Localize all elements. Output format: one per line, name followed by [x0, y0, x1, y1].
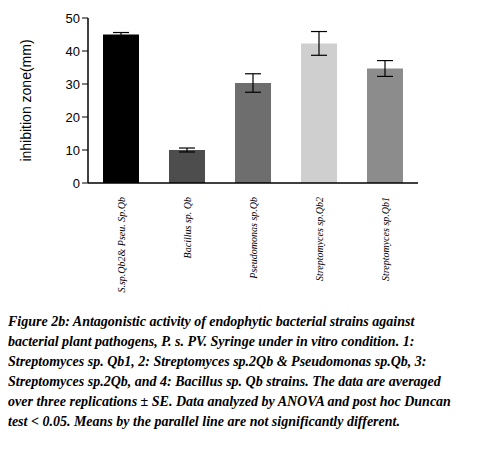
svg-text:Streptomyces sp.Qb2: Streptomyces sp.Qb2 — [314, 197, 325, 281]
svg-text:40: 40 — [66, 44, 80, 59]
svg-text:S.sp.Qb2& Pseu. Sp.Qb: S.sp.Qb2& Pseu. Sp.Qb — [116, 197, 127, 293]
svg-text:Bacillus sp. Qb: Bacillus sp. Qb — [182, 197, 193, 258]
svg-text:Streptomyces sp.Qb1: Streptomyces sp.Qb1 — [380, 197, 391, 281]
svg-text:10: 10 — [66, 143, 80, 158]
svg-text:20: 20 — [66, 110, 80, 125]
svg-text:50: 50 — [66, 11, 80, 26]
svg-text:0: 0 — [73, 176, 80, 191]
svg-text:inhibition zone(mm): inhibition zone(mm) — [18, 39, 34, 161]
svg-text:Pseudomonas sp.Qb: Pseudomonas sp.Qb — [248, 197, 259, 280]
svg-text:30: 30 — [66, 77, 80, 92]
html-text:Figure 2b: Antagonistic activi: Figure 2b: Antagonistic activity of endo… — [8, 314, 451, 429]
